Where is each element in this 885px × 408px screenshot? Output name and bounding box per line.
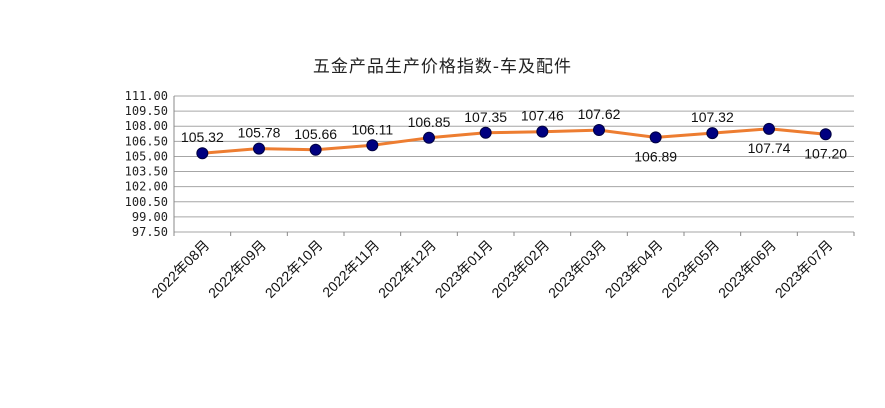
data-label: 107.74 bbox=[748, 140, 791, 156]
x-tick-label: 2023年02月 bbox=[488, 237, 552, 301]
x-tick-labels: 2022年08月2022年09月2022年10月2022年11月2022年12月… bbox=[148, 237, 835, 301]
series-line bbox=[202, 127, 826, 155]
x-tick-label: 2022年12月 bbox=[375, 237, 439, 301]
y-tick-label: 102.00 bbox=[125, 180, 168, 194]
data-point bbox=[819, 128, 832, 141]
y-tick-label: 111.00 bbox=[125, 89, 168, 103]
data-label: 105.32 bbox=[181, 129, 224, 145]
data-point bbox=[366, 139, 379, 152]
data-label: 107.32 bbox=[691, 109, 734, 125]
data-label: 105.66 bbox=[294, 126, 337, 142]
data-point bbox=[763, 122, 775, 135]
y-tick-label: 99.00 bbox=[132, 210, 168, 224]
data-labels: 105.32 105.78 105.66 106.11 106.85 107.35 107.… bbox=[181, 106, 847, 164]
x-tick-label: 2022年10月 bbox=[262, 237, 326, 301]
data-point bbox=[536, 125, 549, 138]
data-label: 107.20 bbox=[804, 145, 847, 161]
data-label: 106.89 bbox=[634, 148, 677, 164]
data-point bbox=[253, 142, 265, 155]
data-label: 105.78 bbox=[238, 125, 281, 141]
x-tick-label: 2023年07月 bbox=[772, 237, 836, 301]
x-tick-label: 2022年11月 bbox=[319, 237, 382, 300]
y-tick-label: 105.00 bbox=[125, 149, 168, 163]
data-point bbox=[649, 131, 662, 144]
data-point bbox=[706, 127, 719, 140]
data-label: 107.62 bbox=[578, 106, 621, 122]
x-tick-label: 2023年05月 bbox=[658, 237, 722, 301]
markers bbox=[196, 122, 832, 160]
y-tick-label: 103.50 bbox=[125, 165, 168, 179]
x-tick-label: 2023年03月 bbox=[545, 237, 609, 301]
data-label: 107.35 bbox=[464, 109, 507, 125]
data-point bbox=[593, 124, 605, 137]
data-label: 106.85 bbox=[408, 114, 451, 130]
x-tick-label: 2023年01月 bbox=[432, 237, 496, 301]
y-tick-label: 109.50 bbox=[125, 104, 168, 118]
series bbox=[202, 127, 826, 155]
x-tick-label: 2022年08月 bbox=[148, 237, 212, 301]
data-point bbox=[309, 143, 322, 156]
chart-title: 五金产品生产价格指数-车及配件 bbox=[312, 57, 573, 77]
data-label: 106.11 bbox=[351, 121, 393, 137]
axes bbox=[173, 96, 855, 236]
y-tick-label: 106.50 bbox=[125, 134, 168, 148]
x-tick-label: 2023年06月 bbox=[715, 237, 779, 301]
y-tick-label: 100.50 bbox=[125, 195, 168, 209]
y-tick-label: 97.50 bbox=[132, 225, 168, 239]
x-tick-label: 2023年04月 bbox=[602, 237, 666, 301]
gridlines bbox=[174, 95, 854, 233]
y-tick-label: 108.00 bbox=[125, 119, 168, 133]
x-tick-label: 2022年09月 bbox=[205, 237, 269, 301]
data-label: 107.46 bbox=[521, 108, 564, 124]
data-point bbox=[423, 131, 435, 144]
data-point bbox=[479, 126, 492, 139]
data-point bbox=[196, 147, 209, 160]
